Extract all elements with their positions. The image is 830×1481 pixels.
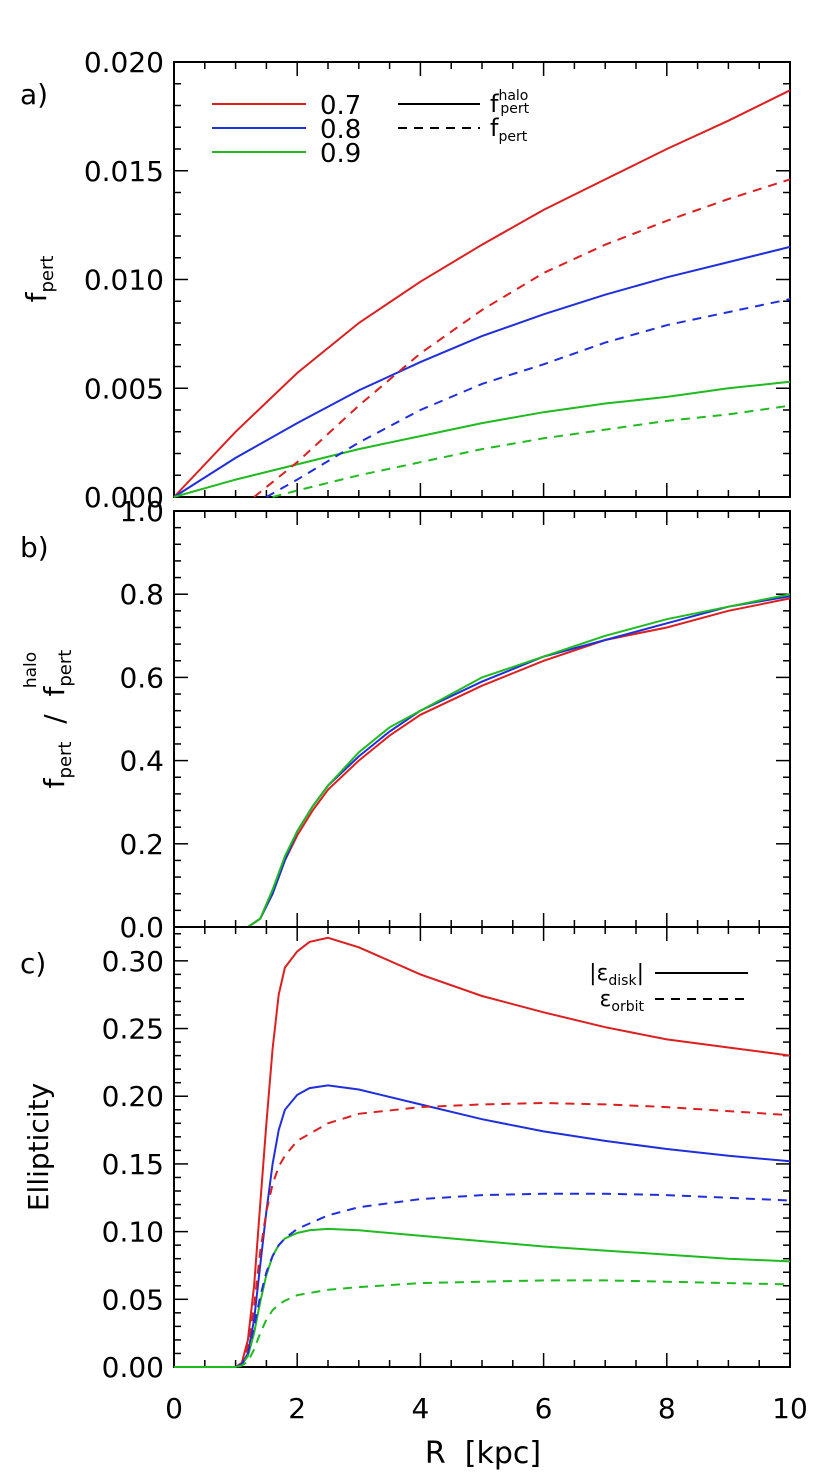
panel-label: c) [20, 947, 46, 980]
series-line-09-solid [173, 380, 791, 498]
x-tick-label: 4 [411, 1392, 429, 1425]
series-line-07-solid [235, 597, 791, 928]
panel-b: 0.0 0.2 0.4 0.6 0.8 1.0 b) [20, 495, 791, 944]
y-tick-label: 0.00 [102, 1351, 164, 1384]
y-tick-label: 0.15 [102, 1148, 164, 1181]
legend-label: 0.7 [320, 91, 361, 121]
x-axis-label: R [kpc] [425, 1436, 541, 1471]
series-line-08-solid [173, 245, 791, 498]
legend-label: |εdisk| [589, 961, 644, 989]
legend-label: fhalo pert [490, 88, 530, 118]
legend-label: 0.9 [320, 139, 361, 169]
x-tick-label: 0 [165, 1392, 183, 1425]
x-tick-label: 2 [288, 1392, 306, 1425]
y-tick-label: 0.30 [102, 945, 164, 978]
y-axis-label-superscript: halo [21, 652, 41, 688]
x-tick-label: 8 [658, 1392, 676, 1425]
series-line-09-solid [174, 1227, 791, 1368]
y-tick-label: 1.0 [119, 495, 164, 528]
panel-c: 0.00 0.05 0.10 0.15 0.20 0.25 0.30 c) [20, 926, 791, 1384]
y-tick-label: 0.005 [84, 372, 164, 405]
series-line-08-solid [235, 595, 791, 928]
y-tick-label: 0.20 [102, 1080, 164, 1113]
series-line-09-dashed [272, 404, 791, 498]
y-tick-label: 0.6 [119, 661, 164, 694]
series-line-07-solid [173, 89, 791, 498]
series-line-09-solid [235, 593, 791, 928]
series-line-07-dashed [174, 1101, 791, 1368]
y-tick-label: 0.000 [84, 481, 164, 514]
y-tick-label: 0.020 [84, 46, 164, 79]
legend-label: 0.8 [320, 115, 361, 145]
y-tick-label: 0.25 [102, 1013, 164, 1046]
y-axis-label: fpert [20, 256, 58, 303]
x-tick-label: 10 [772, 1392, 808, 1425]
panel-a: 0.000 0.005 0.010 0.015 0.020 a) [20, 46, 791, 514]
series-line-07-solid [174, 936, 791, 1368]
y-tick-label: 0.8 [119, 578, 164, 611]
series-line-09-dashed [174, 1279, 791, 1368]
series-line-08-solid [174, 1084, 791, 1368]
panel-label: a) [20, 78, 48, 111]
panel-label: b) [20, 531, 49, 564]
legend-label: fpert [490, 114, 528, 145]
plot-frame [173, 510, 791, 928]
series-line-07-dashed [253, 178, 791, 498]
x-tick-label: 6 [535, 1392, 553, 1425]
series-line-08-dashed [174, 1192, 791, 1368]
y-tick-label: 0.015 [84, 155, 164, 188]
y-tick-label: 0.0 [119, 911, 164, 944]
y-tick-label: 0.05 [102, 1283, 164, 1316]
legend-label: εorbit [600, 987, 645, 1015]
y-tick-label: 0.4 [119, 745, 164, 778]
legend-panel-c: |εdisk|εorbit [589, 961, 748, 1015]
plot-frame [173, 926, 791, 1368]
y-axis-label: fpert / fpert [38, 650, 76, 789]
y-tick-label: 0.10 [102, 1216, 164, 1249]
series-line-08-dashed [265, 298, 791, 498]
y-axis-label: Ellipticity [22, 1083, 55, 1211]
y-tick-label: 0.2 [119, 828, 164, 861]
y-tick-label: 0.010 [84, 264, 164, 297]
